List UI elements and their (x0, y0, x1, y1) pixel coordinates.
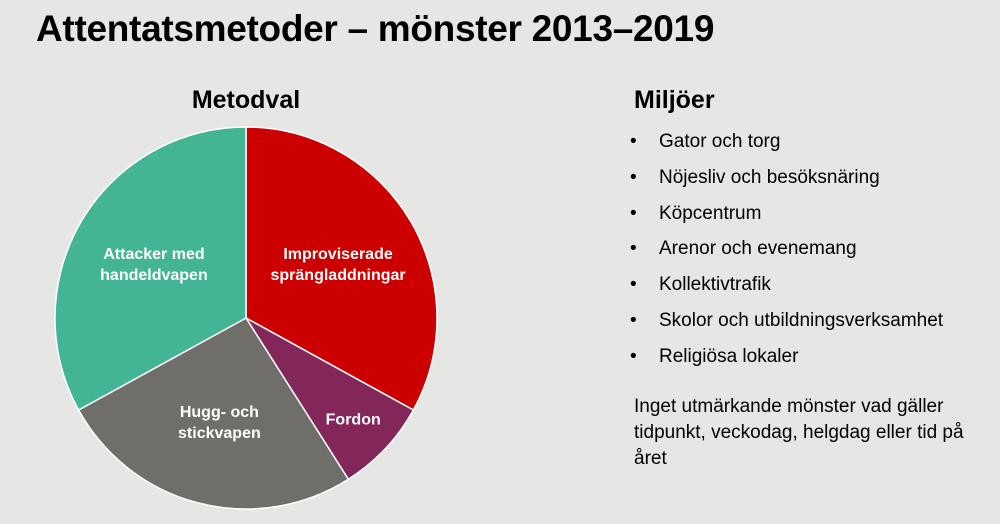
list-item: Arenor och evenemang (630, 235, 943, 271)
list-item: Kollektivtrafik (630, 271, 943, 307)
list-item: Religiösa lokaler (630, 343, 943, 379)
environments-list: Gator och torg Nöjesliv och besöksnäring… (630, 128, 943, 379)
list-item: Köpcentrum (630, 200, 943, 236)
slice-label: Fordon (326, 412, 381, 429)
chart-title: Metodval (191, 86, 301, 114)
page-title: Attentatsmetoder – mönster 2013–2019 (36, 8, 715, 49)
pie-slice (245, 126, 438, 412)
slice-label: Attacker med handeldvapen (100, 246, 208, 284)
pattern-note: Inget utmärkande mönster vad gäller tidp… (634, 396, 964, 469)
environments-title: Miljöer (634, 86, 715, 114)
list-item: Nöjesliv och besöksnäring (630, 164, 943, 200)
slice-label: Hugg- och stickvapen (178, 404, 261, 442)
pie-slice (54, 126, 247, 412)
pie-slice (77, 317, 350, 510)
slice-label: Improviserade sprängladdningar (271, 246, 406, 284)
list-item: Skolor och utbildningsverksamhet (630, 307, 943, 343)
list-item: Gator och torg (630, 128, 943, 164)
pie-slice (245, 317, 415, 481)
